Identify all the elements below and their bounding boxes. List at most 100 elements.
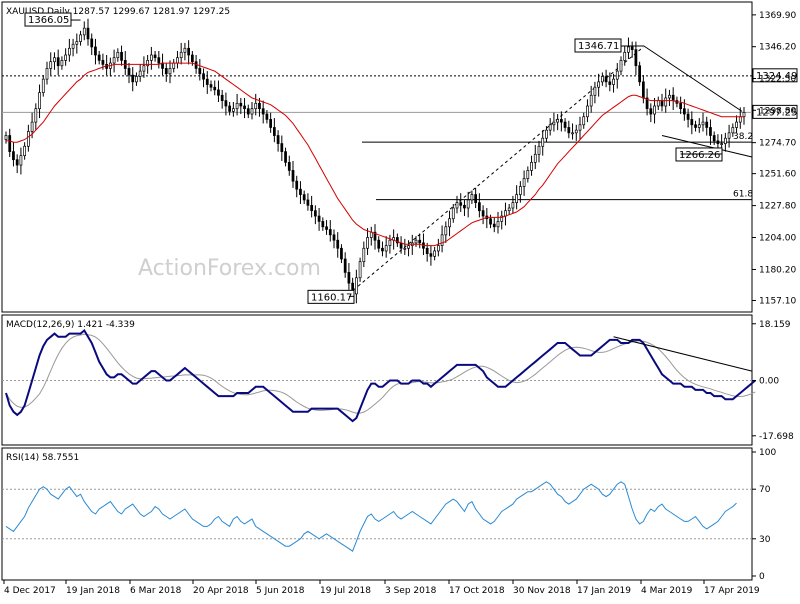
candle-body [444, 226, 448, 236]
price-trendlines [348, 45, 753, 295]
candle-body [354, 277, 358, 295]
rsi-tick-label: 0 [759, 572, 765, 582]
candle-body [295, 180, 299, 190]
x-tick-label: 6 Mar 2018 [130, 586, 182, 596]
candle-body [127, 68, 131, 76]
candle-body [302, 194, 306, 201]
candle-body [429, 253, 433, 257]
candle-body [254, 102, 258, 110]
price-callout-label: 1266.26 [679, 150, 720, 161]
price-tick-label: 1251.60 [759, 170, 796, 180]
candle-body [477, 202, 481, 212]
candle-body [366, 237, 369, 249]
candle-body [34, 108, 38, 123]
candle-body [574, 129, 578, 134]
candle-body [649, 108, 653, 115]
price-horizontal-levels: 38.2 61.8 [2, 75, 753, 201]
price-tick-label: 1204.00 [759, 234, 796, 244]
candle-body [466, 199, 470, 209]
candle-body [526, 170, 530, 179]
candle-body [90, 38, 94, 48]
candle-body [563, 121, 567, 128]
price-panel-frame [1, 1, 753, 313]
candle-body [623, 51, 627, 61]
fib-level-label: 61.8 [733, 190, 753, 200]
candle-body [377, 239, 381, 249]
candle-body [317, 215, 321, 222]
candle-body [112, 57, 116, 64]
candle-body [496, 221, 500, 228]
candle-body [15, 159, 19, 166]
candle-body [209, 84, 213, 88]
x-tick-label: 17 Jan 2019 [577, 586, 631, 596]
candle-body [697, 124, 701, 128]
current-price-tag-box [752, 104, 798, 119]
candle-body [101, 60, 105, 65]
candle-body [287, 162, 291, 171]
candle-body [679, 102, 683, 110]
candle-body [373, 231, 377, 241]
candle-body [738, 116, 742, 123]
price-callouts: 1366.05 1346.71 1160.17 1266.26 1324.49 1297.… [24, 12, 798, 304]
candle-body [664, 97, 668, 107]
candle-body [686, 113, 690, 120]
candle-body [448, 218, 451, 228]
candle-body [243, 105, 246, 110]
candle-body [187, 47, 191, 56]
candle-body [414, 239, 418, 244]
candle-body [30, 121, 34, 132]
resistance-level-tag: 1324.49 [756, 71, 797, 82]
candle-body [656, 100, 660, 107]
candle-body [399, 242, 403, 249]
candle-body [190, 54, 194, 63]
candle-body [213, 86, 217, 91]
candle-body [705, 121, 709, 128]
price-callout-label: 1346.71 [578, 41, 619, 52]
candle-body [131, 74, 135, 83]
candle-body [459, 202, 463, 206]
candle-body [224, 100, 228, 107]
candle-body [56, 57, 60, 67]
candle-body [94, 46, 97, 56]
candle-body [135, 76, 138, 83]
rsi-levels [2, 488, 752, 540]
candle-body [4, 135, 8, 140]
candle-body [306, 199, 310, 206]
candle-body [668, 94, 671, 99]
candle-body [276, 135, 280, 144]
candle-body [12, 151, 15, 161]
candle-body [418, 239, 422, 244]
candle-body [500, 215, 504, 222]
candle-body [582, 116, 586, 126]
candle-body [694, 124, 697, 128]
candle-body [600, 76, 604, 83]
macd-tick-label: 18.159 [759, 320, 791, 330]
candle-body [515, 194, 519, 203]
candle-body [142, 65, 146, 72]
candle-body [146, 60, 150, 67]
candle-body [481, 210, 485, 217]
candle-body [164, 68, 168, 75]
candle-body [723, 137, 727, 144]
current-price-tag: 1297.25 [756, 107, 797, 118]
candle-body [86, 27, 90, 40]
candle-body [440, 234, 444, 246]
candle-body [604, 76, 608, 83]
candle-body [641, 81, 645, 99]
candle-body [60, 60, 64, 67]
candle-body [425, 247, 429, 254]
x-tick-label: 3 Sep 2018 [385, 586, 437, 596]
price-tick-label: 1322.50 [759, 74, 796, 84]
candle-body [537, 145, 541, 155]
candle-body [246, 108, 250, 115]
x-tick-label: 20 Apr 2018 [193, 586, 249, 596]
candle-body [645, 97, 649, 110]
candle-body [168, 68, 172, 75]
candle-body [332, 234, 336, 241]
candle-body [202, 73, 205, 80]
x-tick-label: 17 Oct 2018 [449, 586, 505, 596]
candle-body [530, 162, 533, 171]
candle-body [153, 54, 157, 59]
macd-tick-label: 0.00 [759, 377, 779, 387]
candle-body [451, 207, 455, 220]
